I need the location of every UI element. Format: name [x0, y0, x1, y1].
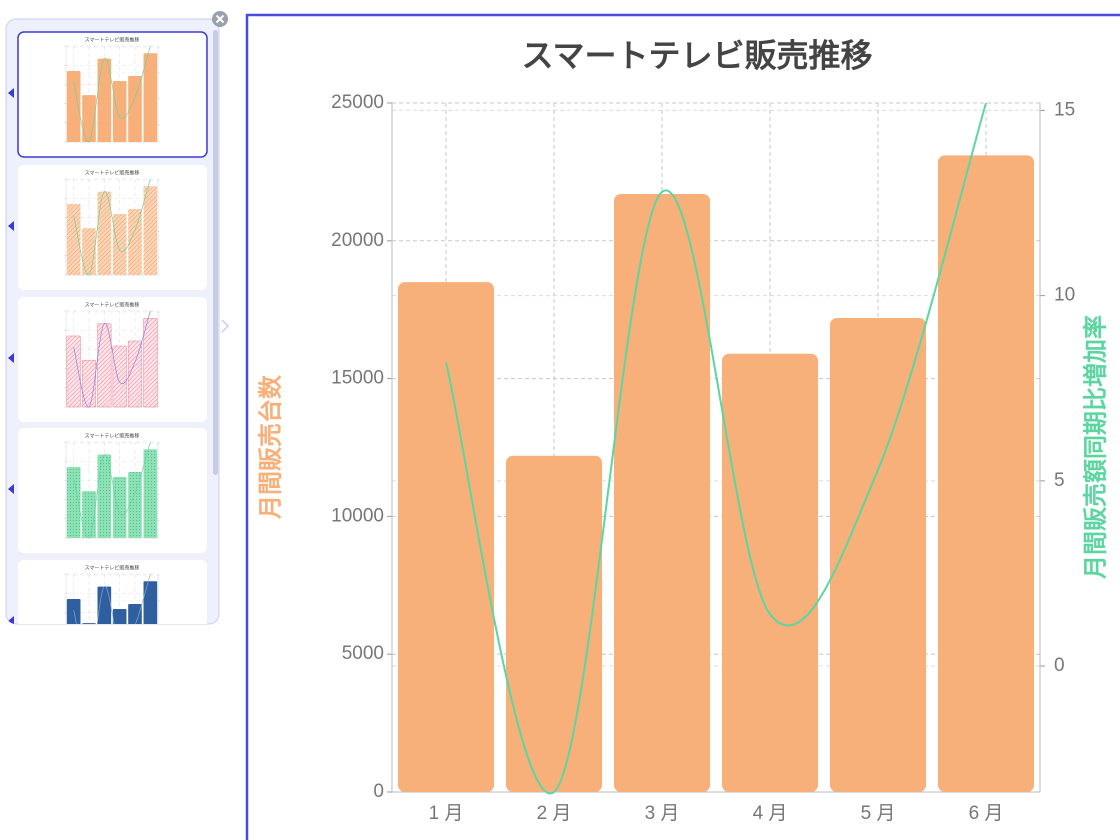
y-tick-label: 20000: [331, 230, 384, 251]
thumbnail-card: [18, 165, 207, 290]
thumbnail-card: [18, 560, 207, 624]
line-clip: [73, 441, 151, 539]
bar: [613, 193, 711, 792]
y-tick-label: 25000: [331, 92, 384, 113]
bar: [143, 186, 158, 275]
bar: [66, 335, 81, 408]
close-icon: [215, 14, 225, 24]
chart-title: スマートテレビ販売推移: [521, 37, 872, 73]
bar: [97, 191, 112, 275]
bar: [128, 471, 142, 538]
scrollbar: [213, 30, 218, 475]
y2-tick-label: 5: [1054, 470, 1065, 491]
thumbnail-card: [17, 31, 208, 158]
bar: [82, 228, 96, 275]
thumbnail-marker: [8, 88, 14, 98]
y2-axis-label: 月間販売額同期比増加率: [1081, 315, 1109, 580]
line-clip: [73, 573, 151, 624]
chart: スマートテレビ販売推移 月間販売台数 月間販売額同期比増加率 0 5000 1000…: [256, 37, 1109, 824]
y2-tick-label: 0: [1054, 655, 1065, 676]
x-tick-label: 5 月: [861, 803, 896, 824]
bar: [505, 455, 603, 792]
bar: [82, 360, 96, 408]
bar: [82, 95, 96, 142]
line: [73, 573, 151, 624]
y-tick-label: 0: [373, 781, 384, 802]
bar: [112, 80, 127, 142]
thumbnail-title: スマートテレビ販売推移: [85, 36, 140, 43]
thumbnail-title: スマートテレビ販売推移: [85, 564, 140, 571]
bar: [128, 208, 142, 275]
y-tick-label: 10000: [331, 505, 384, 526]
bar: [112, 345, 127, 408]
x-tick-label: 1 月: [429, 803, 464, 824]
bar: [143, 581, 158, 624]
line: [73, 178, 151, 276]
line-clip: [73, 178, 151, 276]
thumbnail[interactable]: スマートテレビ販売推移: [8, 297, 207, 422]
thumbnail-list: スマートテレビ販売推移スマートテレビ販売推移スマートテレビ販売推移スマートテレビ…: [8, 31, 208, 685]
line: [73, 45, 151, 143]
line: [73, 441, 151, 539]
thumbnail-title: スマートテレビ販売推移: [85, 432, 140, 439]
bar: [112, 476, 127, 538]
thumbnail-card: [18, 297, 207, 422]
thumbnail-marker: [8, 221, 14, 231]
y-axis-label: 月間販売台数: [256, 374, 284, 520]
bar: [143, 53, 158, 142]
bar: [143, 318, 158, 408]
bar: [143, 449, 158, 538]
thumbnail-card: [18, 428, 207, 553]
line-clip: [445, 102, 987, 795]
y2-tick-label: 10: [1054, 285, 1075, 306]
x-tick-label: 6 月: [969, 803, 1004, 824]
bar: [829, 317, 927, 792]
bar: [721, 353, 819, 792]
x-tick-label: 3 月: [645, 803, 680, 824]
bar: [112, 213, 127, 275]
bar: [66, 598, 81, 624]
bar: [128, 75, 142, 142]
thumbnail-marker: [8, 484, 14, 494]
y-tick-label: 15000: [331, 368, 384, 389]
thumbnail[interactable]: スマートテレビ販売推移: [8, 428, 207, 553]
bar: [397, 282, 495, 792]
bar: [66, 70, 81, 142]
bar: [66, 203, 81, 275]
bar: [97, 586, 112, 624]
bar: [82, 491, 96, 538]
bar: [97, 323, 112, 408]
line-clip: [73, 45, 151, 143]
line: [445, 102, 987, 795]
thumbnail-title: スマートテレビ販売推移: [85, 169, 140, 176]
collapse-handle[interactable]: [221, 319, 230, 333]
thumbnail-marker: [8, 353, 14, 363]
thumbnail[interactable]: スマートテレビ販売推移: [8, 165, 207, 290]
bar: [112, 608, 127, 624]
y2-tick-label: 15: [1054, 99, 1075, 120]
bar: [66, 466, 81, 538]
bar: [82, 623, 96, 624]
bar: [937, 155, 1035, 792]
y-tick-label: 5000: [342, 643, 384, 664]
thumbnail[interactable]: スマートテレビ販売推移: [8, 560, 207, 685]
thumbnail-title: スマートテレビ販売推移: [85, 301, 140, 308]
line: [73, 310, 151, 408]
x-tick-label: 4 月: [753, 803, 788, 824]
bar: [128, 603, 142, 624]
bar: [128, 340, 142, 408]
bar: [97, 58, 112, 143]
line-clip: [73, 310, 151, 408]
x-tick-label: 2 月: [537, 803, 572, 824]
bar: [97, 454, 112, 538]
thumbnail[interactable]: スマートテレビ販売推移: [8, 31, 208, 158]
